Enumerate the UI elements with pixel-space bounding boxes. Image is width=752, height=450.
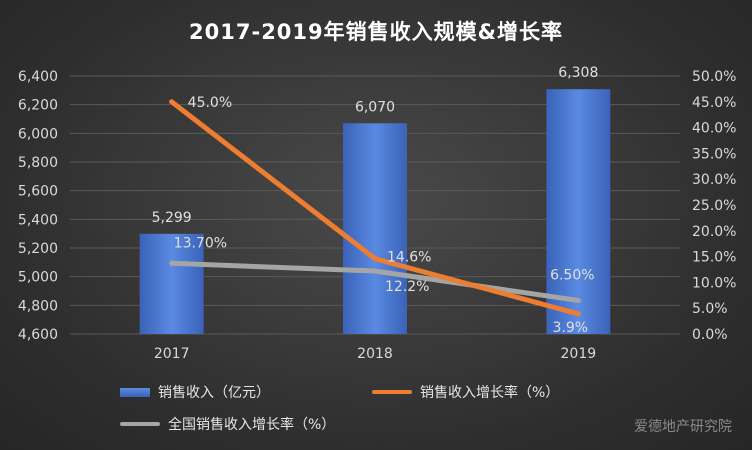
y-tick-label: 5,600 [18,184,58,200]
y2-tick-label: 30.0% [692,172,736,188]
watermark: 爱德地产研究院 [634,419,732,435]
national-growth-data-label: 13.70% [174,235,227,251]
sales-growth-line-point [575,311,581,317]
y-tick-label: 5,200 [18,241,58,257]
growth-data-label: 14.6% [387,250,431,266]
bar [343,123,407,334]
bar-data-label: 6,308 [558,65,598,81]
y-tick-label: 6,200 [18,98,58,114]
y2-tick-label: 25.0% [692,198,736,214]
y-tick-label: 5,000 [18,270,58,286]
national-growth-data-label: 6.50% [550,267,594,283]
y2-tick-label: 15.0% [692,250,736,266]
x-tick-label: 2019 [561,346,597,362]
national-growth-line-point [372,268,378,274]
x-tick-label: 2018 [357,346,393,362]
y-tick-label: 6,000 [18,126,58,142]
y2-tick-label: 35.0% [692,146,736,162]
y-tick-label: 4,800 [18,298,58,314]
y2-tick-label: 45.0% [692,95,736,111]
growth-data-label: 45.0% [188,95,232,111]
y2-tick-label: 5.0% [692,301,728,317]
y2-tick-label: 20.0% [692,224,736,240]
y-tick-label: 6,400 [18,69,58,85]
national-growth-line-point [575,297,581,303]
bar-data-label: 5,299 [152,210,192,226]
y2-tick-label: 50.0% [692,69,736,85]
y2-tick-label: 0.0% [692,327,728,343]
sales-growth-line-point [169,99,175,105]
bar-data-label: 6,070 [355,99,395,115]
bar [139,233,204,334]
chart-title: 2017-2019年销售收入规模&增长率 [189,20,563,44]
x-tick-label: 2017 [154,346,190,362]
growth-data-label: 3.9% [553,320,589,336]
national-growth-line-point [169,260,175,266]
y2-tick-label: 40.0% [692,121,736,137]
y-tick-label: 5,800 [18,155,58,171]
y-tick-label: 4,600 [18,327,58,343]
national-growth-data-label: 12.2% [385,279,429,295]
y-tick-label: 5,400 [18,212,58,228]
bar [546,89,611,334]
sales-growth-line-point [372,256,378,262]
y2-tick-label: 10.0% [692,275,736,291]
